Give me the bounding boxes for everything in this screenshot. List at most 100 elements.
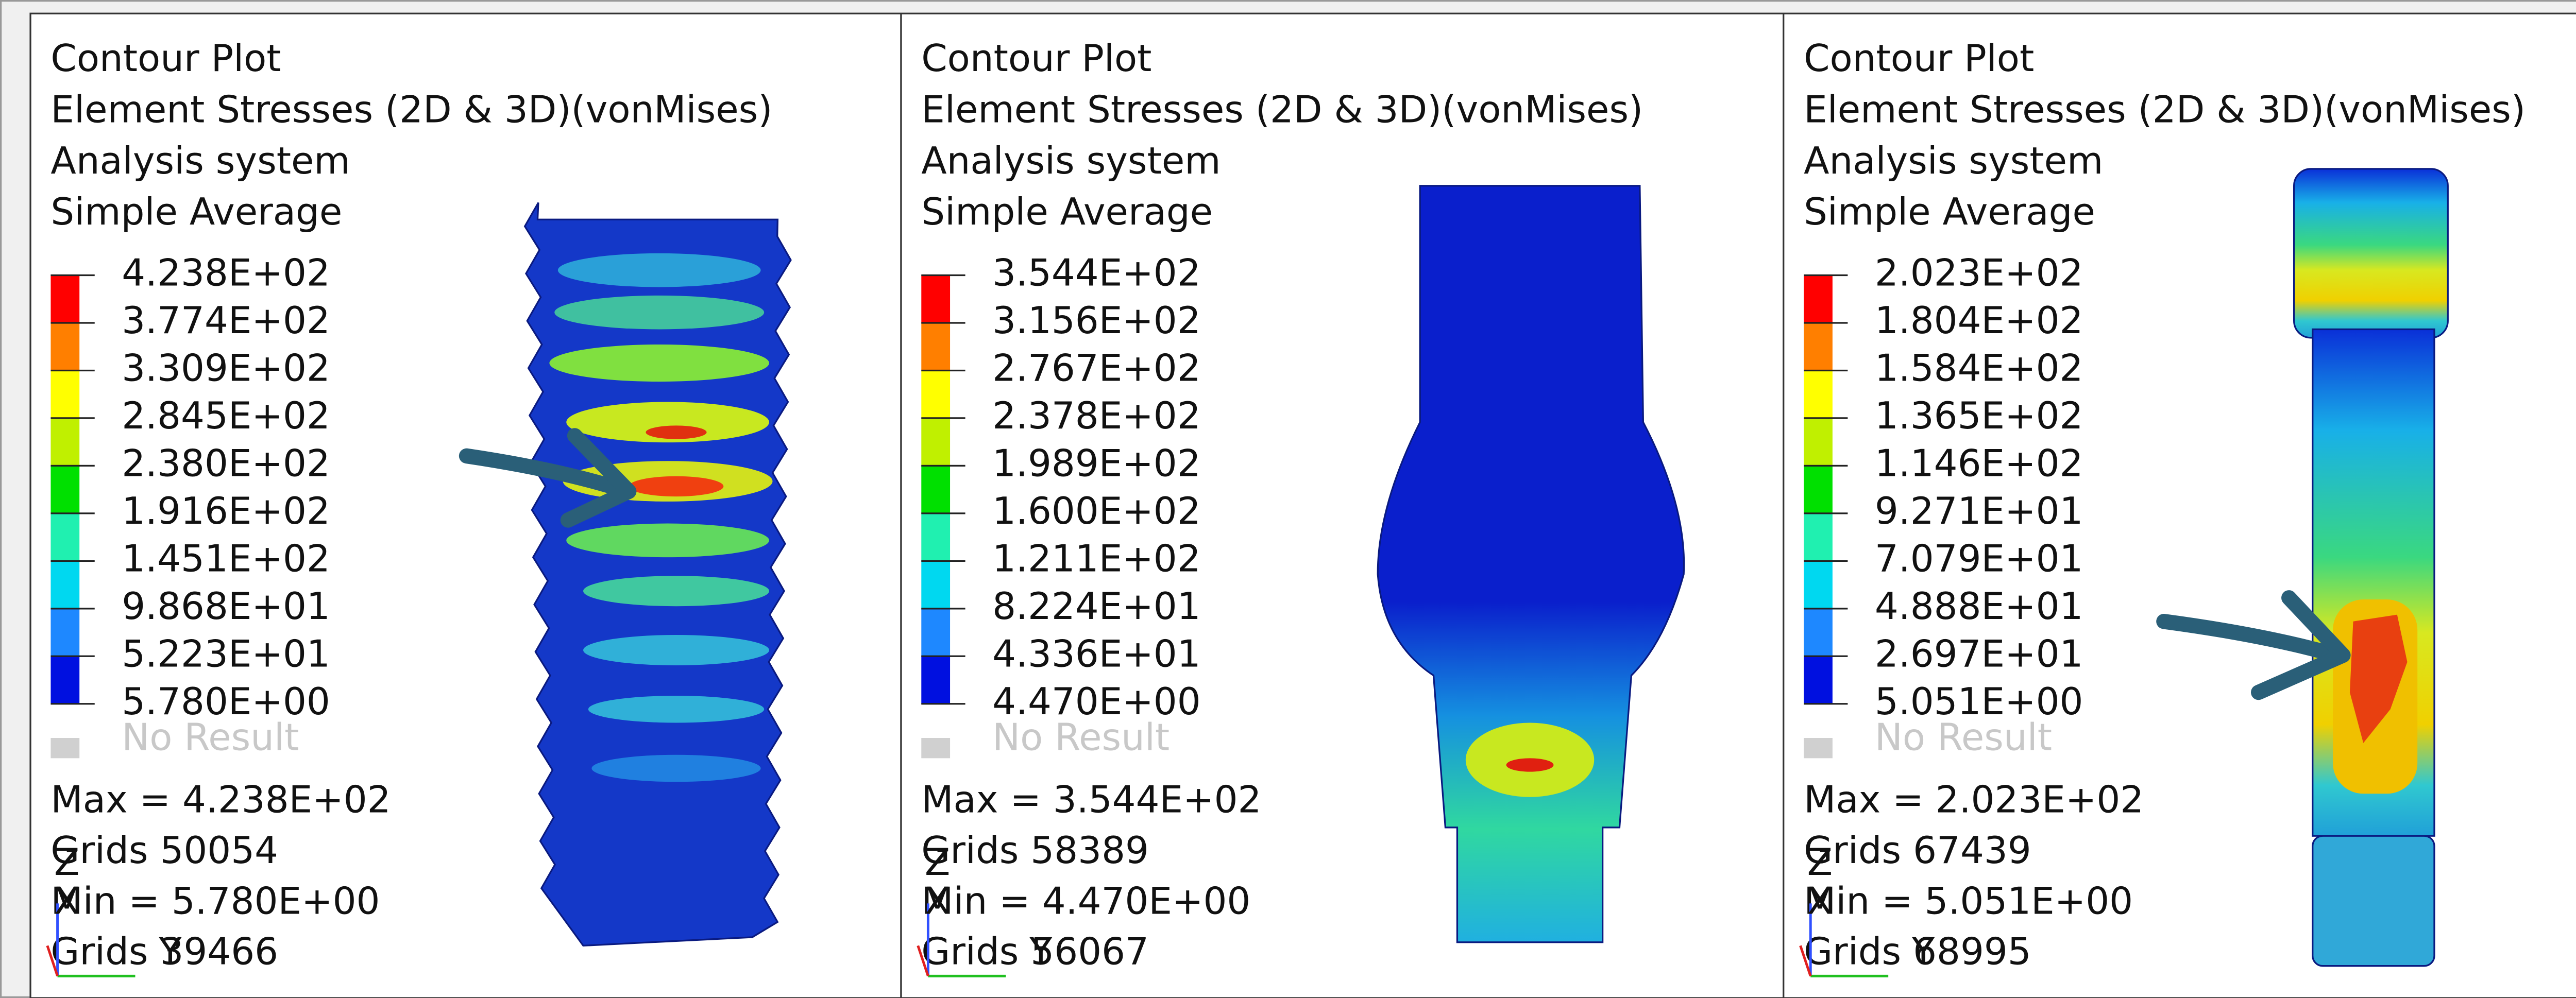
legend-label: 2.023E+02 [1875,252,2083,295]
header-line: Element Stresses (2D & 3D)(vonMises) [1804,88,2526,131]
max-value: Max = 3.544E+02 [921,779,1261,822]
legend-label: 9.271E+01 [1875,490,2083,533]
triad-axis [1799,945,1812,977]
stress-peak [1506,758,1554,772]
max-value: Max = 4.238E+02 [50,779,391,822]
no-result-swatch [50,738,80,759]
arrow [459,448,630,497]
legend-label: 8.224E+01 [992,585,1201,628]
max-grids: Grids 67439 [1804,829,2031,872]
legend-swatch [1804,656,1833,704]
legend-label: 3.156E+02 [992,299,1201,342]
min-grids: Grids 56067 [921,931,1149,974]
legend-swatch [921,370,951,418]
legend-swatch [50,561,80,609]
legend-label: 2.697E+01 [1875,632,2083,676]
header-line: Analysis system [50,140,350,183]
legend-label: 1.916E+02 [122,490,330,533]
legend-label: 2.845E+02 [122,394,330,438]
triad-label: Y [158,931,182,974]
legend-swatch [921,322,951,371]
legend-swatch [921,608,951,657]
legend-label: 4.238E+02 [122,252,330,295]
legend-swatch [921,561,951,609]
triad-label: X [1807,880,1833,923]
min-value: Min = 5.051E+00 [1804,880,2133,923]
legend-label: 2.767E+02 [992,347,1201,390]
min-grids: Grids 39466 [50,931,278,974]
arrow [2156,613,2344,663]
legend-label: 1.989E+02 [992,442,1201,485]
legend-swatch [1804,275,1833,323]
legend-swatch [921,656,951,704]
header-line: Element Stresses (2D & 3D)(vonMises) [50,88,772,131]
legend-label: 2.380E+02 [122,442,330,485]
min-value: Min = 5.780E+00 [50,880,380,923]
legend-label: 9.868E+01 [122,585,330,628]
legend-swatch [1804,418,1833,466]
legend-swatch [50,418,80,466]
legend-label: 5.780E+00 [122,680,330,724]
max-grids: Grids 50054 [50,829,278,872]
legend-label: 2.378E+02 [992,394,1201,438]
min-grids: Grids 68995 [1804,931,2031,974]
arrow-head [560,428,637,528]
max-value: Max = 2.023E+02 [1804,779,2144,822]
legend-swatch [921,275,951,323]
implant-model [523,202,792,947]
legend-swatch [1804,466,1833,513]
legend-label: 3.309E+02 [122,347,330,390]
legend-label: 1.804E+02 [1875,299,2083,342]
header-line: Contour Plot [50,37,281,80]
triad-label: Z [54,841,79,884]
legend-swatch [1804,513,1833,561]
max-grids: Grids 58389 [921,829,1149,872]
viewport [29,12,2576,998]
arrow-head [2250,590,2351,700]
abutment-model [1377,185,1685,943]
legend-label: 4.888E+01 [1875,585,2083,628]
legend-swatch [50,370,80,418]
header-line: Analysis system [921,140,1221,183]
legend-swatch [50,656,80,704]
no-result-label: No Result [1875,716,2052,759]
legend-label: 4.470E+00 [992,680,1201,724]
triad-label: Y [1029,931,1053,974]
triad-label: X [54,880,79,923]
legend-swatch [50,608,80,657]
min-value: Min = 4.470E+00 [921,880,1250,923]
legend-swatch [50,513,80,561]
legend-swatch [921,513,951,561]
legend-label: 3.544E+02 [992,252,1201,295]
legend-swatch [1804,322,1833,371]
legend-swatch [1804,608,1833,657]
triad-label: Z [925,841,950,884]
no-result-swatch [921,738,951,759]
header-line: Contour Plot [1804,37,2034,80]
legend-label: 4.336E+01 [992,632,1201,676]
triad-axis [917,945,929,977]
legend-label: 1.584E+02 [1875,347,2083,390]
no-result-swatch [1804,738,1833,759]
legend-swatch [50,322,80,371]
triad-label: Z [1807,841,1833,884]
triad-label: X [925,880,950,923]
legend-label: 1.211E+02 [992,537,1201,580]
triad-label: Y [1911,931,1935,974]
legend-label: 5.223E+01 [122,632,330,676]
legend-swatch [921,418,951,466]
legend-swatch [1804,370,1833,418]
triad-axis [46,945,59,977]
legend-label: 1.146E+02 [1875,442,2083,485]
legend-label: 3.774E+02 [122,299,330,342]
header-line: Simple Average [50,191,342,234]
legend-label: 1.600E+02 [992,490,1201,533]
header-line: Simple Average [921,191,1213,234]
no-result-label: No Result [122,716,299,759]
screw-model [2293,168,2449,967]
legend-label: 7.079E+01 [1875,537,2083,580]
legend-swatch [1804,561,1833,609]
no-result-label: No Result [992,716,1170,759]
header-line: Simple Average [1804,191,2095,234]
